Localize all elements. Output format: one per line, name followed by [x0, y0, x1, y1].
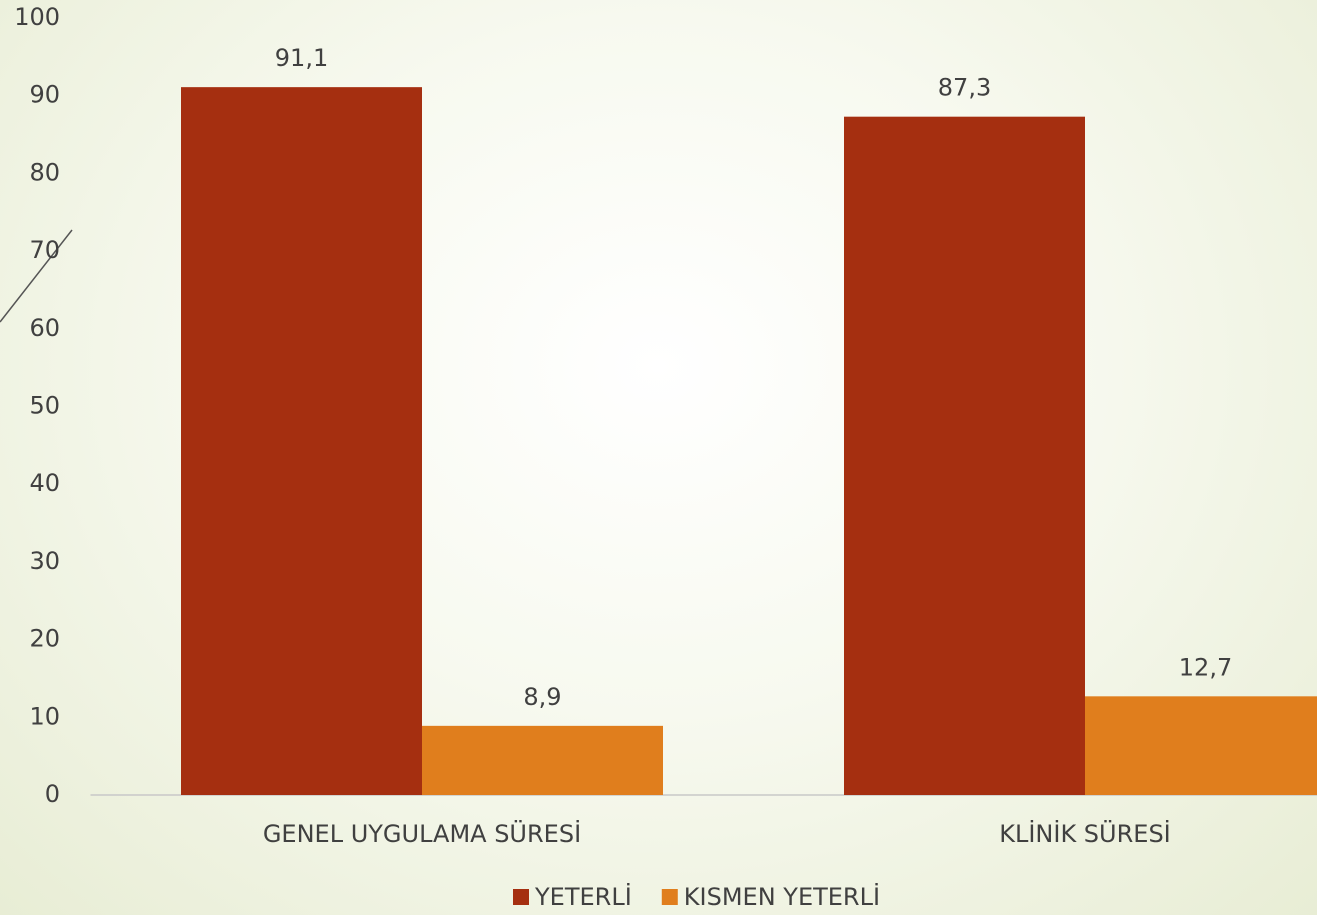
value-label: 8,9: [523, 683, 561, 711]
bar: [181, 87, 422, 795]
y-tick-label: 20: [29, 625, 60, 653]
y-tick-label: 80: [29, 158, 60, 186]
value-label: 91,1: [275, 44, 328, 72]
bar: [844, 116, 1085, 795]
bar: [1085, 696, 1317, 795]
bar: [422, 725, 663, 795]
y-tick-label: 90: [29, 81, 60, 109]
legend-swatch: [661, 889, 678, 905]
legend-label: YETERLİ: [534, 882, 632, 911]
value-label: 87,3: [938, 74, 991, 102]
y-tick-label: 60: [29, 314, 60, 342]
legend-swatch: [513, 889, 529, 905]
y-tick-label: 0: [45, 780, 60, 808]
value-label: 12,7: [1179, 653, 1232, 681]
y-tick-label: 10: [29, 702, 60, 730]
y-tick-label: 40: [29, 469, 60, 497]
y-tick-label: 70: [29, 236, 60, 264]
decoration: [0, 229, 73, 323]
x-tick-label: GENEL UYGULAMA SÜRESİ: [263, 819, 581, 848]
x-tick-label: KLİNİK SÜRESİ: [999, 819, 1171, 848]
y-tick-label: 30: [29, 547, 60, 575]
y-tick-label: 100: [14, 3, 60, 31]
legend-label: KISMEN YETERLİ: [684, 882, 880, 911]
y-tick-label: 50: [29, 392, 60, 420]
